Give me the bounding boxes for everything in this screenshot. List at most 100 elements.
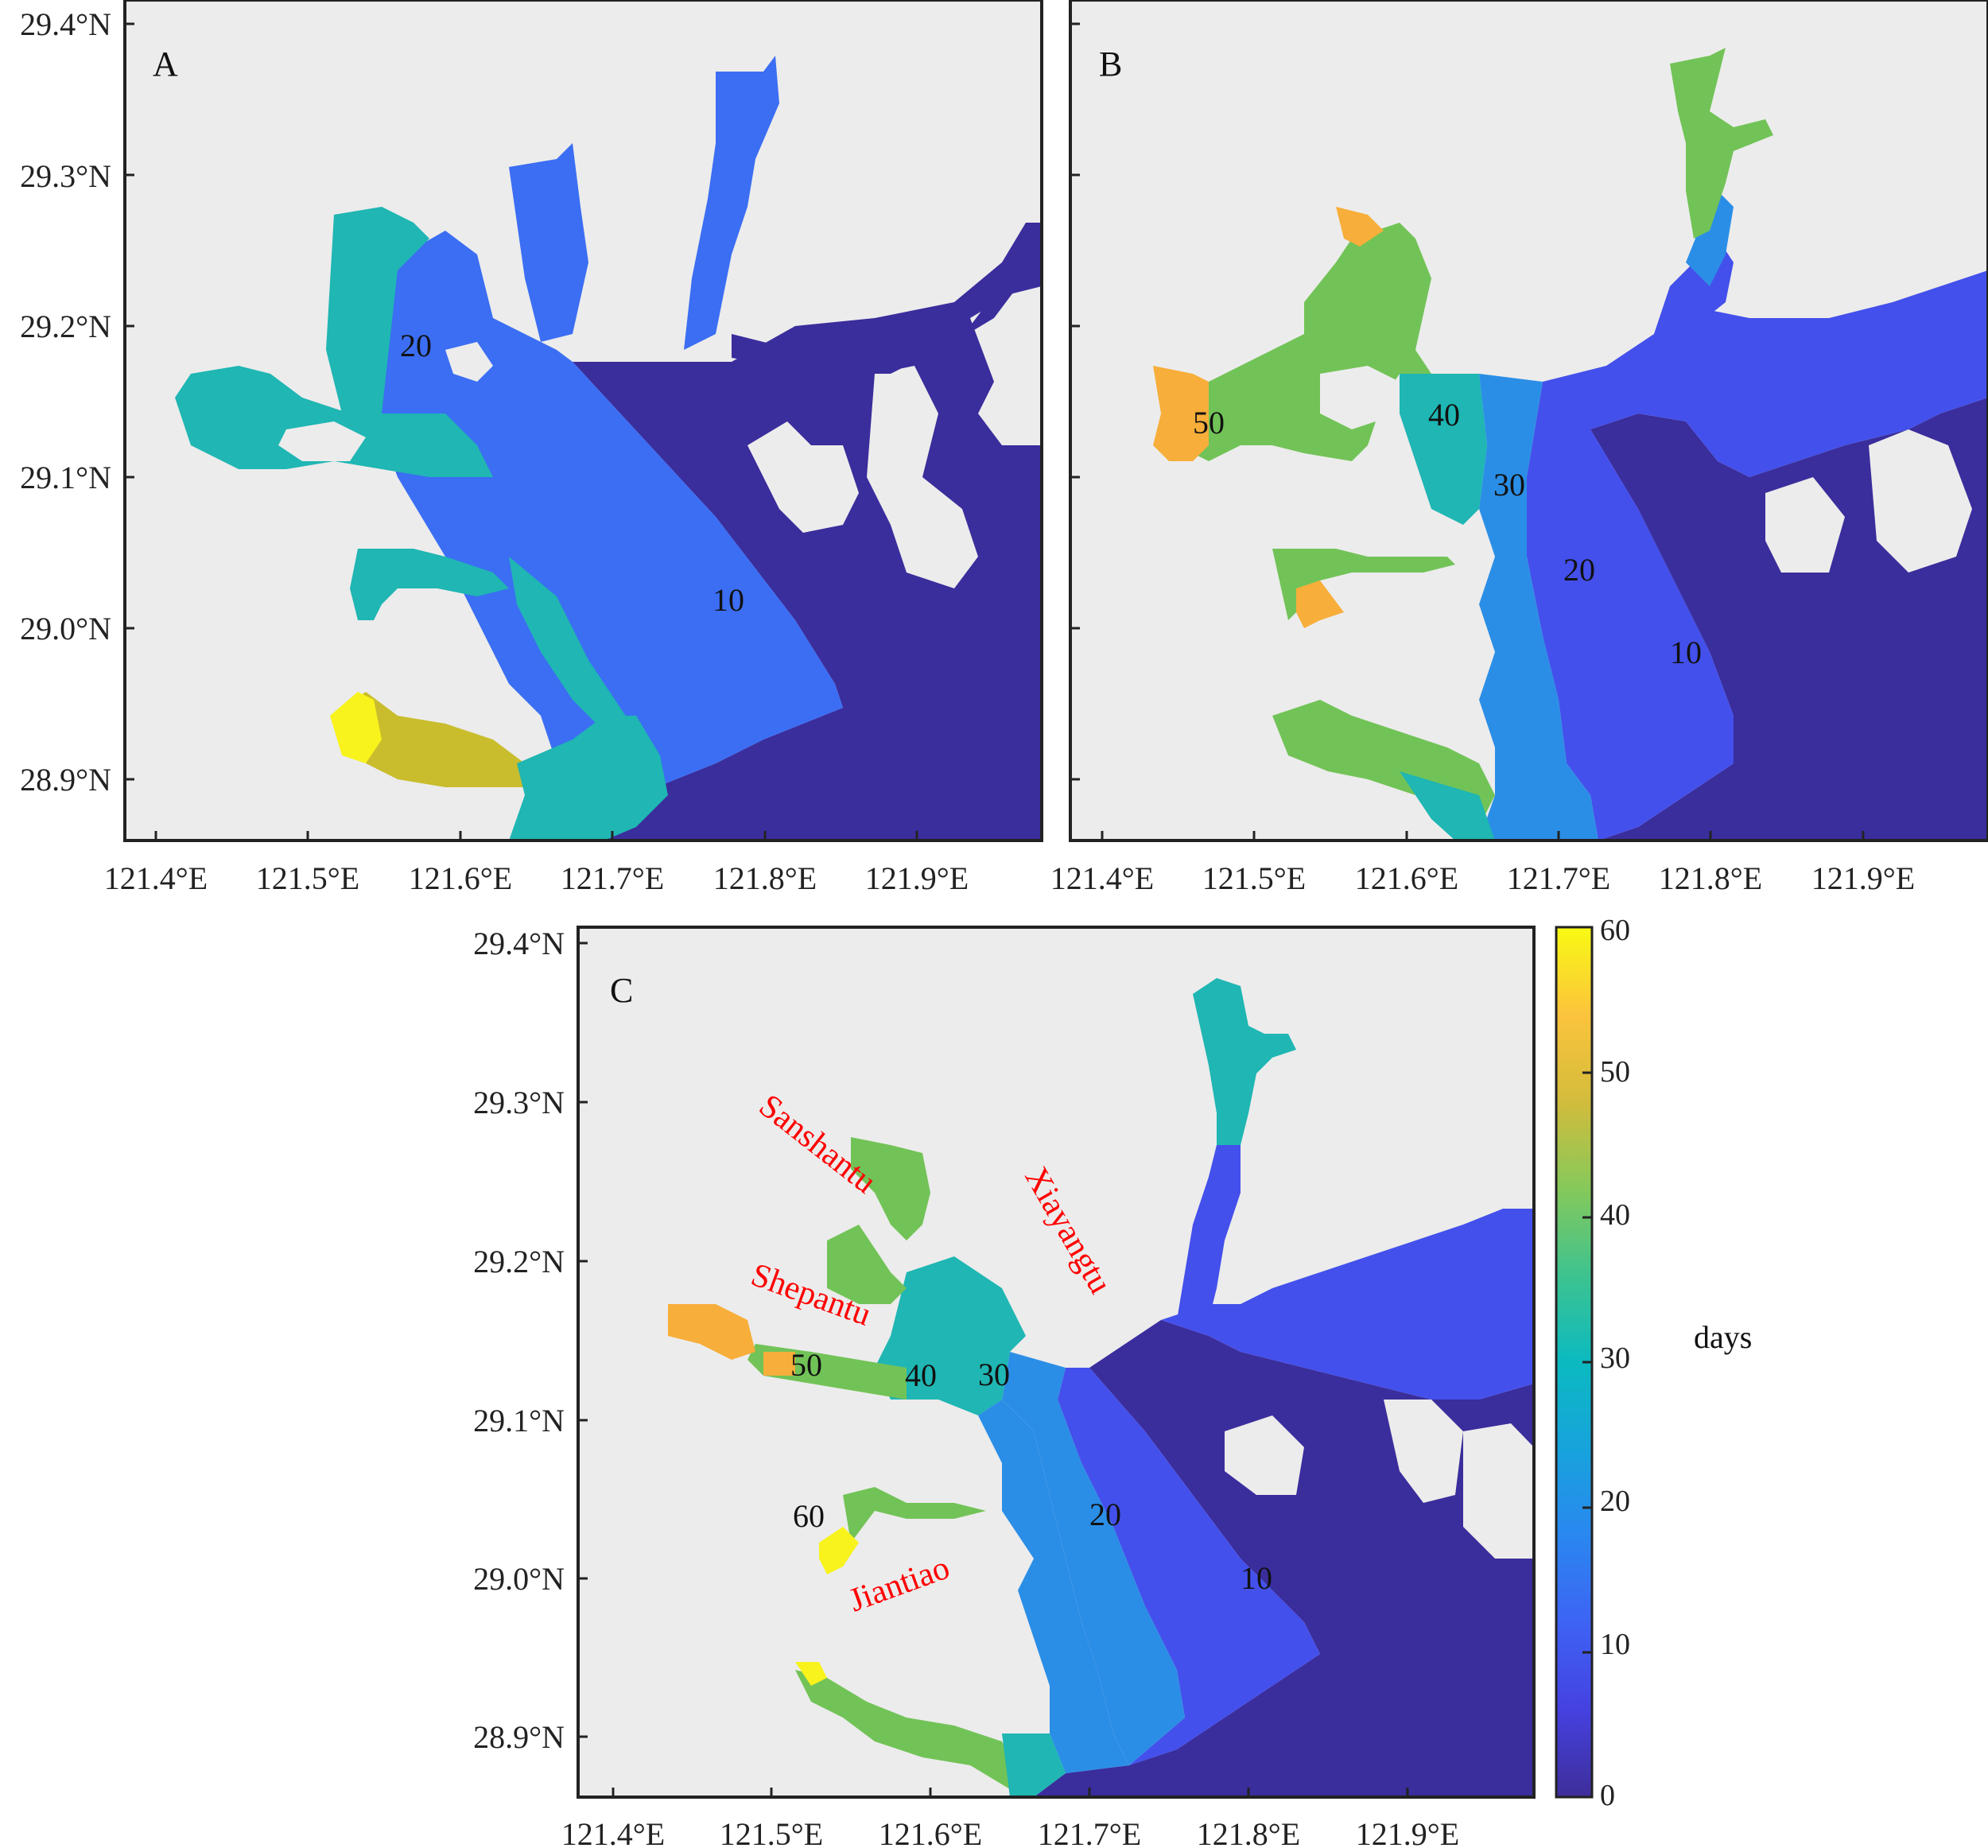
colorbar-tick-label: 50 bbox=[1600, 1055, 1630, 1089]
panel-b-contour-label: 50 bbox=[1193, 405, 1225, 441]
lat-tick-label: 29.3°N bbox=[20, 158, 111, 194]
panel-a-branch-northeast bbox=[732, 239, 1042, 374]
panel-b-north-50days bbox=[1336, 207, 1384, 247]
lon-tick-label: 121.7°E bbox=[1038, 1816, 1141, 1848]
colorbar: 60 50 40 30 20 10 0 days bbox=[1555, 914, 1752, 1812]
panel-b-island bbox=[1869, 429, 1972, 573]
lat-tick-label: 29.2°N bbox=[473, 1244, 565, 1279]
panel-a: A 20 10 29.4°N 29.3°N 29.2°N 29.1°N 29.0… bbox=[20, 0, 1043, 896]
panel-a-island bbox=[867, 366, 978, 588]
panel-c-west-50-rect bbox=[763, 1352, 795, 1376]
panel-c-water bbox=[668, 978, 1534, 1797]
panel-c-south-arm bbox=[795, 1670, 1018, 1789]
panel-a-island bbox=[445, 342, 493, 382]
panel-b-mid-20days bbox=[1479, 374, 1598, 841]
colorbar-tick-label: 10 bbox=[1600, 1628, 1630, 1661]
lon-tick-label: 121.6°E bbox=[1355, 860, 1458, 896]
panel-b-label: B bbox=[1099, 45, 1122, 83]
colorbar-tick-label: 40 bbox=[1600, 1198, 1630, 1232]
panel-c-middle-estuary bbox=[978, 1400, 1129, 1773]
panel-b-north-branch-upper bbox=[1686, 191, 1734, 286]
colorbar-unit: days bbox=[1694, 1319, 1752, 1355]
panel-b-lat-ticks bbox=[1070, 22, 1080, 781]
panel-b-contour-label: 30 bbox=[1493, 467, 1525, 503]
panel-c-west-50 bbox=[668, 1304, 755, 1360]
panel-c-frame bbox=[577, 926, 1536, 1799]
panel-a-south-25-30days bbox=[509, 716, 668, 841]
lon-tick-label: 121.9°E bbox=[1356, 1816, 1459, 1848]
panel-c-north-branch-upper bbox=[1193, 978, 1296, 1145]
panel-a-island bbox=[747, 421, 859, 533]
colorbar-tick-label: 30 bbox=[1600, 1341, 1630, 1375]
panel-a-island bbox=[278, 421, 366, 461]
panel-c-island bbox=[1384, 1400, 1463, 1503]
lon-tick-label: 121.9°E bbox=[1811, 860, 1915, 896]
panel-b-contour-label: 40 bbox=[1428, 397, 1460, 433]
panel-b-lon-axis: 121.4°E 121.5°E 121.6°E 121.7°E 121.8°E … bbox=[1050, 831, 1915, 896]
panel-c-jiantiao-arm bbox=[843, 1487, 986, 1543]
panel-b-west-50days bbox=[1153, 366, 1209, 461]
panel-b-contour-label: 10 bbox=[1670, 635, 1702, 670]
panel-a-contour-label: 10 bbox=[712, 582, 744, 618]
panel-a-water bbox=[175, 56, 1042, 841]
panel-c-south-30 bbox=[1002, 1733, 1066, 1797]
lon-tick-label: 121.7°E bbox=[561, 860, 664, 896]
panel-b-south-30 bbox=[1400, 771, 1495, 841]
panel-a-lat-axis: 29.4°N 29.3°N 29.2°N 29.1°N 29.0°N 28.9°… bbox=[20, 6, 134, 798]
panel-a-southeast-edge bbox=[509, 557, 636, 732]
panel-c-label: C bbox=[610, 971, 633, 1010]
panel-b: B 50 40 30 20 10 121.4°E 121.5°E 121.6°E… bbox=[1050, 0, 1988, 896]
panel-b-mid-30days bbox=[1400, 374, 1487, 525]
panel-a-branch-north bbox=[684, 56, 779, 350]
panel-c-shepantu-35-40 bbox=[827, 1225, 907, 1304]
lon-tick-label: 121.6°E bbox=[409, 860, 512, 896]
panel-b-contour-label: 20 bbox=[1563, 552, 1595, 588]
panel-c-main-channel-20 bbox=[1002, 1352, 1185, 1765]
panel-a-arm-west bbox=[350, 549, 509, 620]
panel-c-island bbox=[1463, 1423, 1534, 1559]
panel-c-south-60 bbox=[795, 1662, 827, 1686]
panel-c-sanshantu-35-40 bbox=[851, 1137, 930, 1240]
panel-c-contour-label: 10 bbox=[1241, 1560, 1272, 1596]
panel-a-island bbox=[970, 286, 1042, 445]
lon-tick-label: 121.7°E bbox=[1507, 860, 1610, 896]
panel-c-contour-label: 50 bbox=[790, 1347, 822, 1383]
lat-tick-label: 28.9°N bbox=[473, 1719, 565, 1755]
lat-tick-label: 29.3°N bbox=[473, 1085, 565, 1120]
panel-b-north-branch-green bbox=[1670, 48, 1773, 239]
panel-c: C 50 40 30 60 20 10 Sanshantu Shepantu X… bbox=[473, 926, 1536, 1848]
panel-a-contour-label: 20 bbox=[400, 328, 432, 363]
lon-tick-label: 121.8°E bbox=[713, 860, 817, 896]
panel-b-water bbox=[1153, 48, 1988, 841]
panel-c-island bbox=[1225, 1415, 1304, 1495]
lon-tick-label: 121.6°E bbox=[879, 1816, 982, 1848]
panel-a-frame bbox=[123, 0, 1043, 842]
lat-tick-label: 29.4°N bbox=[20, 6, 111, 42]
panel-c-jiantiao-60 bbox=[819, 1527, 859, 1574]
lat-tick-label: 29.4°N bbox=[473, 926, 565, 961]
panel-a-bay-25-30days bbox=[326, 207, 429, 413]
panel-b-sw-arm bbox=[1272, 549, 1455, 620]
panel-c-contour-label: 40 bbox=[905, 1357, 937, 1393]
lat-tick-label: 29.2°N bbox=[20, 309, 111, 344]
lon-tick-label: 121.5°E bbox=[1202, 860, 1306, 896]
panel-b-island-inner bbox=[1320, 366, 1400, 429]
panel-c-contour-label: 30 bbox=[978, 1357, 1010, 1392]
panel-c-contour-label: 20 bbox=[1089, 1497, 1121, 1532]
panel-c-north-branch bbox=[1177, 1145, 1241, 1320]
panel-b-frame bbox=[1069, 0, 1988, 842]
lon-tick-label: 121.5°E bbox=[720, 1816, 823, 1848]
panel-a-lon-axis: 121.4°E 121.5°E 121.6°E 121.7°E 121.8°E … bbox=[104, 831, 969, 896]
panel-b-sw-arm-50 bbox=[1296, 580, 1344, 628]
colorbar-tick-label: 20 bbox=[1600, 1485, 1630, 1518]
panel-c-mid-25-30 bbox=[875, 1256, 1026, 1415]
panel-a-southwest-60days bbox=[330, 692, 382, 763]
lon-tick-label: 121.5°E bbox=[256, 860, 359, 896]
panel-c-contour-label: 60 bbox=[793, 1498, 825, 1534]
panel-c-channel-east bbox=[1161, 1209, 1534, 1400]
panel-a-label: A bbox=[153, 45, 178, 83]
lat-tick-label: 28.9°N bbox=[20, 762, 111, 798]
lat-tick-label: 29.0°N bbox=[20, 611, 111, 646]
panel-c-lat-axis: 29.4°N 29.3°N 29.2°N 29.1°N 29.0°N 28.9°… bbox=[473, 926, 588, 1755]
